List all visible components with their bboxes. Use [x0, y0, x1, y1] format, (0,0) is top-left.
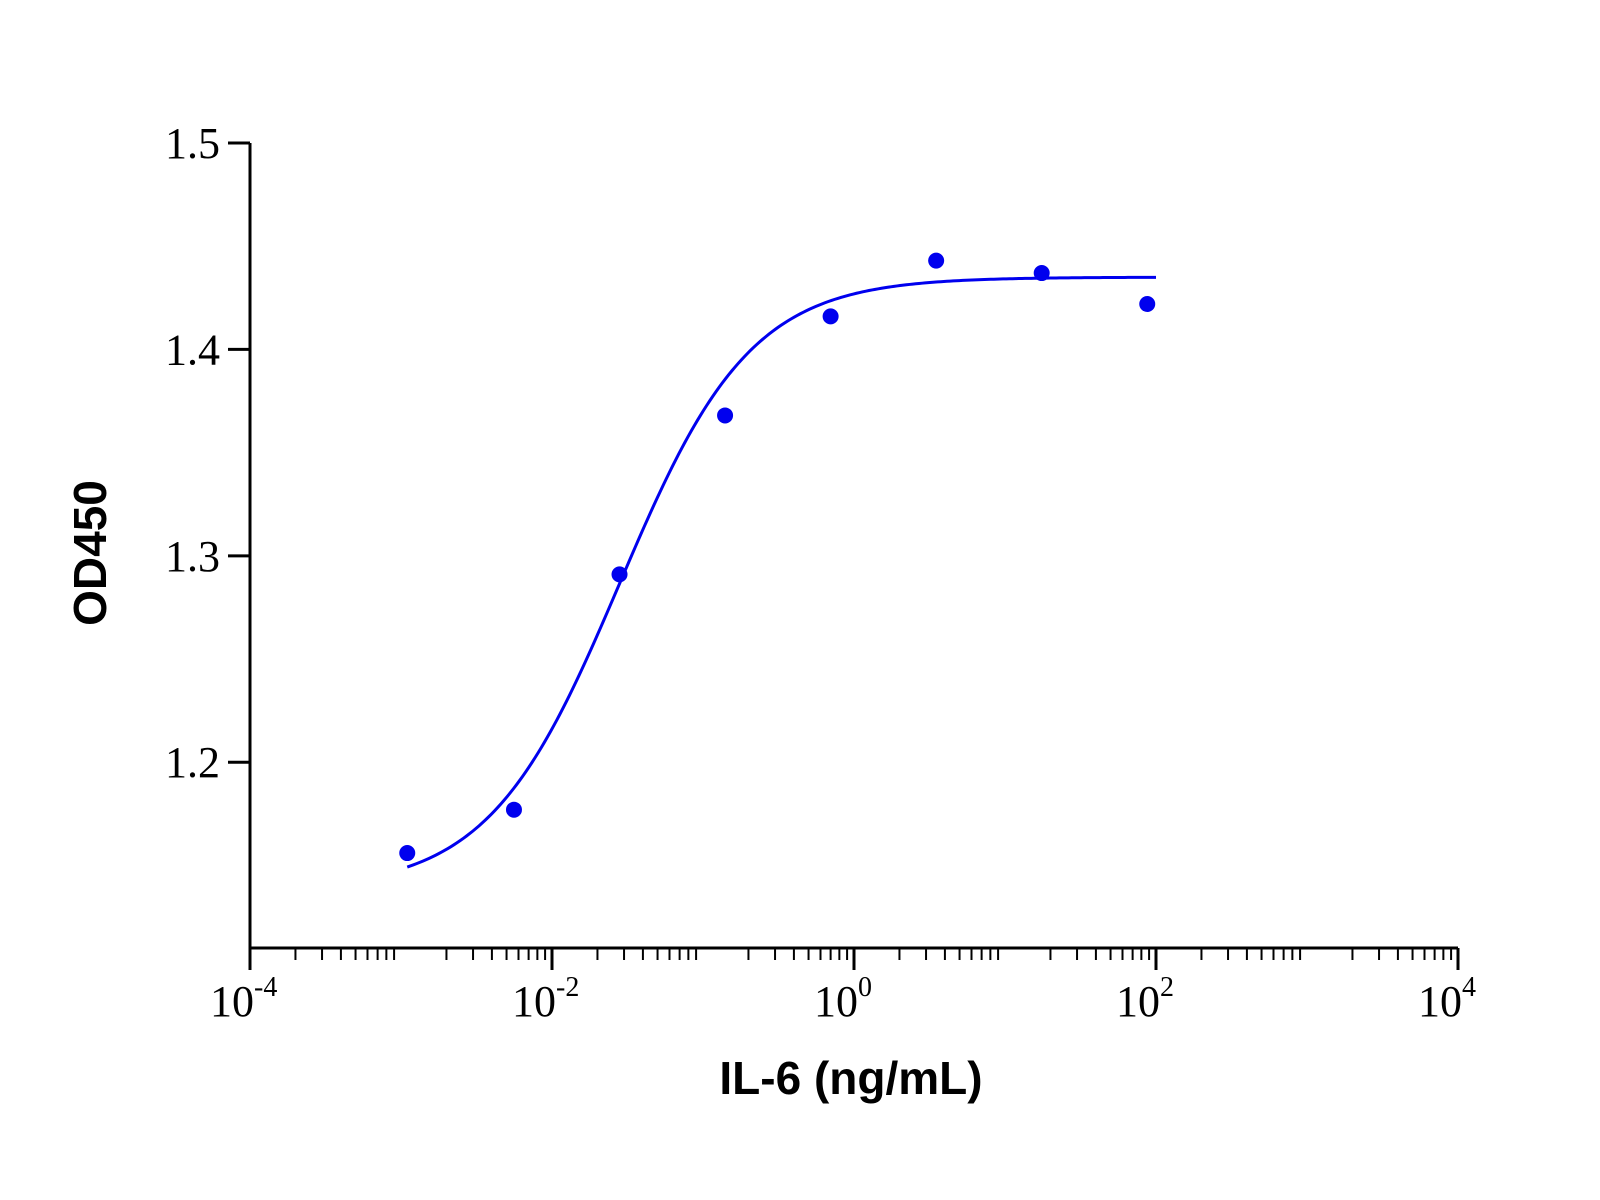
x-tick-label-exponent: 4 [1462, 972, 1476, 1003]
x-tick-label-base: 10 [512, 977, 556, 1026]
data-point [399, 845, 416, 862]
data-point [505, 801, 522, 818]
x-tick-label-exponent: -2 [556, 972, 579, 1003]
y-tick-label: 1.2 [165, 738, 220, 787]
fit-curve [406, 275, 1157, 869]
y-tick-label: 1.5 [165, 119, 220, 168]
data-point [1033, 265, 1050, 282]
y-tick-label: 1.4 [165, 325, 220, 374]
x-tick-label-base: 10 [1418, 977, 1462, 1026]
data-point [928, 252, 945, 269]
x-tick-label-base: 10 [814, 977, 858, 1026]
x-tick-label: 10 -4 [210, 972, 277, 1026]
x-tick-label: 10 4 [1418, 972, 1476, 1026]
x-tick-label: 10 2 [1116, 972, 1174, 1026]
y-axis: 1.2 1.3 1.4 1.5 [165, 119, 252, 948]
data-point [1139, 296, 1156, 312]
y-tick-label: 1.3 [165, 532, 220, 581]
data-point [611, 566, 628, 583]
x-tick-label-exponent: 2 [1160, 972, 1174, 1003]
y-axis-title: OD450 [64, 480, 116, 626]
x-tick-label: 10 -2 [512, 972, 579, 1026]
data-point [822, 308, 839, 325]
x-tick-label-exponent: 0 [858, 972, 872, 1003]
x-axis: 10 -4 10 -2 10 0 10 2 10 4 [210, 946, 1476, 1026]
x-tick-label-base: 10 [1116, 977, 1160, 1026]
x-tick-label-base: 10 [210, 977, 254, 1026]
x-tick-label: 10 0 [814, 972, 872, 1026]
x-axis-title: IL-6 (ng/mL) [719, 1052, 982, 1104]
data-point [717, 407, 734, 424]
plot-area [399, 252, 1157, 869]
x-tick-label-exponent: -4 [254, 972, 277, 1003]
